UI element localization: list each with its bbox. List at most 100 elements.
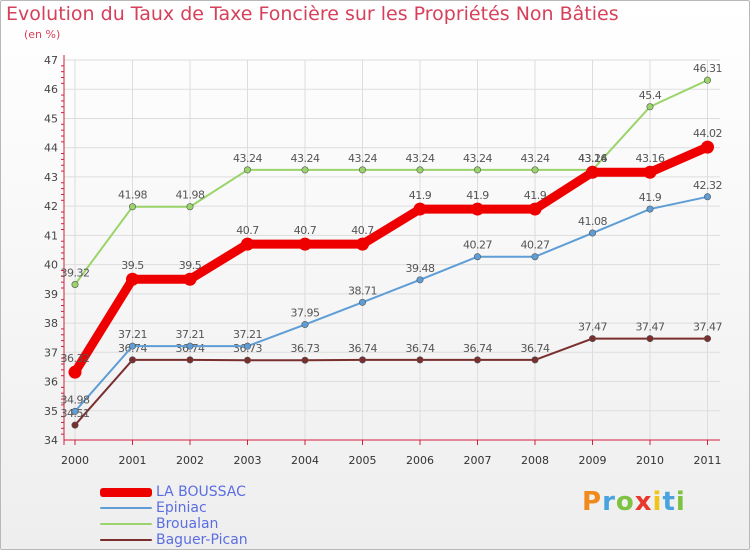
legend-item-baguer-pican: Baguer-Pican [100,532,248,548]
data-point-la-boussac [356,237,369,251]
data-label-la-boussac: 36.32 [61,352,90,365]
chart-title: Evolution du Taux de Taxe Foncière sur l… [6,3,619,25]
data-label-baguer-pican: 36.74 [348,342,377,355]
y-tick-label-35: 35 [44,405,58,418]
data-point-broualan [646,103,654,111]
data-point-broualan [71,280,79,288]
x-tick-label-2007: 2007 [464,454,492,467]
data-point-epiniac [588,229,596,237]
data-label-epiniac: 37.95 [291,307,320,320]
data-label-baguer-pican: 36.73 [291,342,320,355]
data-point-baguer-pican [71,421,79,429]
legend-item-epiniac: Epiniac [100,500,248,516]
data-point-baguer-pican [358,356,366,364]
data-point-epiniac [358,298,366,306]
data-label-broualan: 43.24 [406,152,435,165]
data-point-la-boussac [298,237,312,251]
data-point-epiniac [71,407,79,415]
series-line-epiniac [74,195,709,413]
data-point-broualan [473,166,481,174]
data-label-broualan: 43.24 [348,152,377,165]
data-point-baguer-pican [646,335,654,343]
data-point-broualan [358,166,366,174]
data-label-epiniac: 41.9 [639,191,662,204]
data-point-la-boussac [183,272,197,286]
data-label-baguer-pican: 37.47 [693,321,722,334]
data-point-la-boussac [126,272,139,286]
y-tick-label-46: 46 [44,83,58,96]
data-label-broualan: 39.32 [61,266,90,279]
legend-item-la-boussac: LA BOUSSAC [100,484,248,500]
data-label-la-boussac: 39.5 [121,259,144,272]
data-point-epiniac [186,342,194,350]
data-point-baguer-pican [416,356,424,364]
data-label-broualan: 41.98 [118,189,147,202]
data-label-la-boussac: 41.9 [466,189,489,202]
legend-item-broualan: Broualan [100,516,248,532]
y-tick-label-43: 43 [44,171,58,184]
y-tick-label-38: 38 [44,317,58,330]
x-tick-label-2009: 2009 [579,454,607,467]
data-point-la-boussac [68,365,82,379]
x-tick-label-2004: 2004 [291,454,319,467]
data-label-epiniac: 37.21 [176,328,205,341]
data-point-epiniac [703,193,711,201]
data-label-broualan: 43.24 [463,152,492,165]
data-point-epiniac [646,205,654,213]
data-label-epiniac: 42.32 [693,179,722,192]
y-tick-label-47: 47 [44,54,58,67]
data-label-baguer-pican: 36.74 [463,342,492,355]
data-label-baguer-pican: 36.74 [521,342,550,355]
data-point-baguer-pican [186,356,194,364]
data-point-baguer-pican [244,356,252,364]
data-point-baguer-pican [129,356,137,364]
data-point-broualan [129,203,137,211]
x-tick-label-2002: 2002 [176,454,204,467]
legend-label-epiniac: Epiniac [156,500,207,516]
data-point-la-boussac [586,165,599,179]
series-line-la-boussac [70,142,712,377]
data-label-la-boussac: 40.7 [351,224,374,237]
data-label-la-boussac: 43.16 [578,152,607,165]
x-tick-label-2008: 2008 [521,454,549,467]
legend: LA BOUSSAC Epiniac Broualan Baguer-Pican [100,484,248,548]
y-tick-label-42: 42 [44,200,58,213]
y-tick-label-36: 36 [44,376,58,389]
y-tick-label-41: 41 [44,229,58,242]
data-point-la-boussac [471,202,484,216]
data-point-baguer-pican [703,335,711,343]
data-label-la-boussac: 41.9 [409,189,432,202]
x-tick-label-2010: 2010 [636,454,664,467]
data-point-broualan [244,166,252,174]
data-label-epiniac: 41.08 [578,215,607,228]
data-label-epiniac: 34.98 [61,393,90,406]
y-tick-label-40: 40 [44,259,58,272]
data-label-la-boussac: 43.16 [636,152,665,165]
data-point-broualan [531,166,539,174]
data-point-broualan [301,166,309,174]
data-point-epiniac [416,276,424,284]
legend-swatch-broualan [100,523,152,525]
y-tick-label-37: 37 [44,346,58,359]
y-tick-label-45: 45 [44,112,58,125]
x-tick-label-2003: 2003 [234,454,262,467]
data-label-la-boussac: 40.7 [236,224,259,237]
x-tick-label-2000: 2000 [61,454,89,467]
data-label-la-boussac: 40.7 [294,224,317,237]
proxiti-logo: Proxiti [582,487,686,517]
data-label-broualan: 43.24 [233,152,262,165]
legend-swatch-baguer-pican [100,539,152,541]
data-point-la-boussac [643,165,657,179]
data-point-broualan [416,166,424,174]
data-point-la-boussac [241,237,254,251]
data-label-broualan: 45.4 [639,89,662,102]
data-label-la-boussac: 39.5 [179,259,202,272]
data-label-broualan: 41.98 [176,189,205,202]
data-point-epiniac [129,342,137,350]
data-point-la-boussac [413,202,427,216]
data-point-la-boussac [528,202,542,216]
data-point-epiniac [473,253,481,261]
data-point-baguer-pican [473,356,481,364]
data-label-la-boussac: 41.9 [524,189,547,202]
series-line-baguer-pican [74,337,709,427]
